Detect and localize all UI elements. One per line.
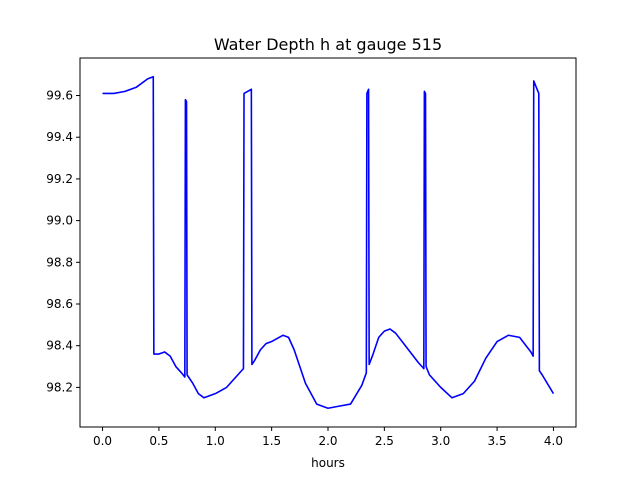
y-tick-label: 99.4 <box>46 130 73 144</box>
y-tick-label: 98.4 <box>46 339 73 353</box>
x-axis: 0.0 0.5 1.0 1.5 2.0 2.5 3.0 3.5 4.0 <box>93 427 563 448</box>
x-tick-label: 1.0 <box>206 434 225 448</box>
y-tick-label: 98.6 <box>46 297 73 311</box>
y-tick-label: 98.2 <box>46 380 73 394</box>
x-tick-label: 0.0 <box>93 434 112 448</box>
x-tick-label: 1.5 <box>262 434 281 448</box>
y-tick-label: 98.8 <box>46 255 73 269</box>
series-line-0 <box>102 75 555 410</box>
y-axis: 98.2 98.4 98.6 98.8 99.0 99.2 99.4 99.6 <box>46 89 80 394</box>
x-tick-label: 4.0 <box>544 434 563 448</box>
series-layer <box>102 75 555 410</box>
plot-frame <box>79 57 577 428</box>
x-tick-label: 3.5 <box>488 434 507 448</box>
chart-title: Water Depth h at gauge 515 <box>214 35 442 54</box>
x-tick-label: 3.0 <box>431 434 450 448</box>
y-tick-label: 99.2 <box>46 172 73 186</box>
y-tick-label: 99.0 <box>46 214 73 228</box>
x-tick-label: 2.0 <box>318 434 337 448</box>
y-tick-label: 99.6 <box>46 89 73 103</box>
x-tick-label: 0.5 <box>149 434 168 448</box>
x-tick-label: 2.5 <box>375 434 394 448</box>
x-axis-label: hours <box>311 456 345 470</box>
